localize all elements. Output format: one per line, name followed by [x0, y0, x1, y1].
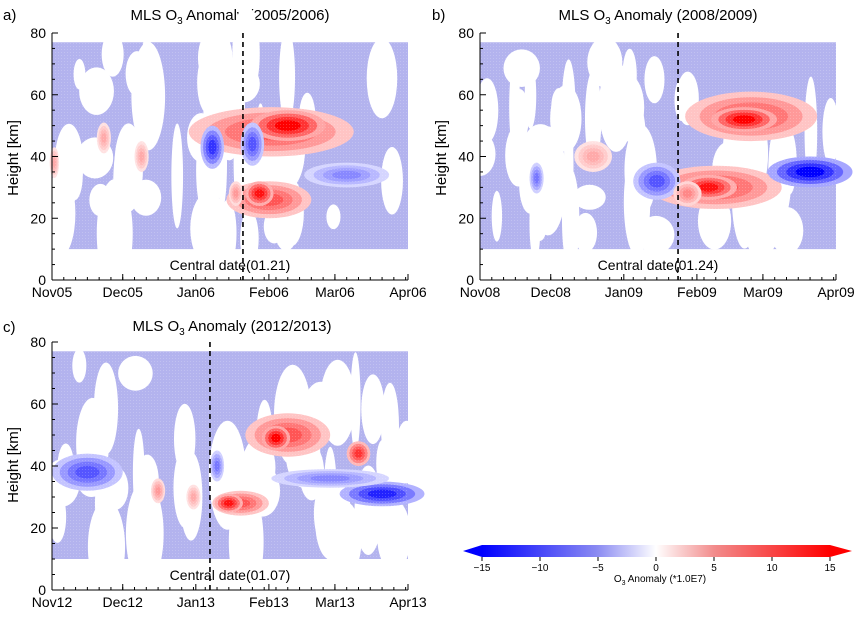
y-tick-label: 60: [458, 87, 474, 103]
panel-c: c) MLS O3 Anomaly (2012/2013) 0 20 40 60 80 N…: [3, 318, 427, 610]
y-tick-label: 40: [30, 458, 46, 474]
panel-c-plot: 0 20 40 60 80 Nov12 Dec12 Jan13 Feb13 Mar13 Apr13 C…: [30, 334, 426, 610]
plot-texture: [52, 33, 408, 280]
colorbar-tick-label: −15: [474, 563, 491, 574]
y-tick-label: 80: [30, 334, 46, 350]
central-date-label: Central date(01.21): [170, 257, 291, 273]
panel-a: a) MLS O3 Anomaly (2005/2006) 0 20 40 60 80 N…: [3, 5, 427, 300]
colorbar-tick-label: 10: [766, 563, 778, 574]
panel-b-ylabel: Height [km]: [433, 120, 450, 196]
colorbar-ticks: −15 −10 −5 0 5 10 15: [474, 557, 836, 574]
colorbar-right-arrow: [830, 545, 852, 557]
panel-a-tag: a): [3, 7, 16, 24]
x-tick-label: Dec12: [102, 594, 143, 610]
colorbar-label: O3 Anomaly (*1.0E7): [614, 574, 706, 587]
x-tick-label: Mar13: [315, 594, 355, 610]
x-tick-label: Dec08: [530, 284, 571, 300]
x-tick-label: Apr06: [389, 284, 427, 300]
x-tick-label: Dec05: [102, 284, 143, 300]
y-tick-label: 20: [30, 520, 46, 536]
panel-b-tag: b): [432, 7, 445, 24]
x-tick-label: Feb06: [249, 284, 289, 300]
x-tick-label: Jan13: [177, 594, 215, 610]
panel-a-plot: 0 20 40 60 80 Nov05 Dec05 Jan06 Feb06 Mar06 Apr06 C…: [30, 5, 427, 300]
x-tick-label: Nov08: [460, 284, 501, 300]
x-tick-label: Feb09: [677, 284, 717, 300]
central-date-label: Central date(01.24): [598, 257, 719, 273]
panel-b: b) MLS O3 Anomaly (2008/2009) 0 20 40 60 80 N…: [432, 7, 855, 300]
x-tick-label: Jan06: [177, 284, 215, 300]
panel-b-title: MLS O3 Anomaly (2008/2009): [558, 7, 757, 27]
colorbar-tick-label: −10: [532, 563, 549, 574]
y-tick-label: 0: [38, 582, 46, 598]
colorbar-tick-label: 15: [824, 563, 836, 574]
plot-texture: [480, 33, 836, 280]
x-tick-label: Feb13: [249, 594, 289, 610]
panel-c-title: MLS O3 Anomaly (2012/2013): [132, 318, 331, 338]
colorbar-gradient: [482, 545, 830, 557]
panel-c-tag: c): [3, 319, 16, 336]
colorbar: −15 −10 −5 0 5 10 15 O3 Anomaly (*1.0E7): [463, 545, 852, 587]
y-tick-label: 0: [38, 272, 46, 288]
y-tick-label: 20: [30, 210, 46, 226]
y-tick-label: 80: [458, 25, 474, 41]
colorbar-tick-label: 0: [653, 563, 659, 574]
x-tick-label: Mar06: [315, 284, 355, 300]
x-tick-label: Apr13: [389, 594, 427, 610]
y-tick-label: 40: [30, 149, 46, 165]
x-tick-label: Nov12: [32, 594, 73, 610]
y-tick-label: 20: [458, 210, 474, 226]
central-date-label: Central date(01.07): [170, 567, 291, 583]
y-tick-label: 0: [466, 272, 474, 288]
x-tick-label: Mar09: [743, 284, 783, 300]
plot-texture: [52, 342, 408, 590]
y-tick-label: 60: [30, 396, 46, 412]
panel-a-title: MLS O3 Anomaly (2005/2006): [130, 7, 329, 27]
panel-c-ylabel: Height [km]: [5, 427, 22, 503]
colorbar-tick-label: 5: [711, 563, 717, 574]
y-tick-label: 40: [458, 149, 474, 165]
x-tick-label: Jan09: [605, 284, 643, 300]
y-tick-label: 60: [30, 87, 46, 103]
colorbar-left-arrow: [463, 545, 482, 557]
panel-a-ylabel: Height [km]: [5, 120, 22, 196]
panel-b-plot: 0 20 40 60 80 Nov08 Dec08 Jan09 Feb09 Mar09 Apr09 C…: [458, 25, 854, 300]
colorbar-tick-label: −5: [592, 563, 604, 574]
x-tick-label: Nov05: [32, 284, 73, 300]
y-tick-label: 80: [30, 25, 46, 41]
x-tick-label: Apr09: [817, 284, 855, 300]
